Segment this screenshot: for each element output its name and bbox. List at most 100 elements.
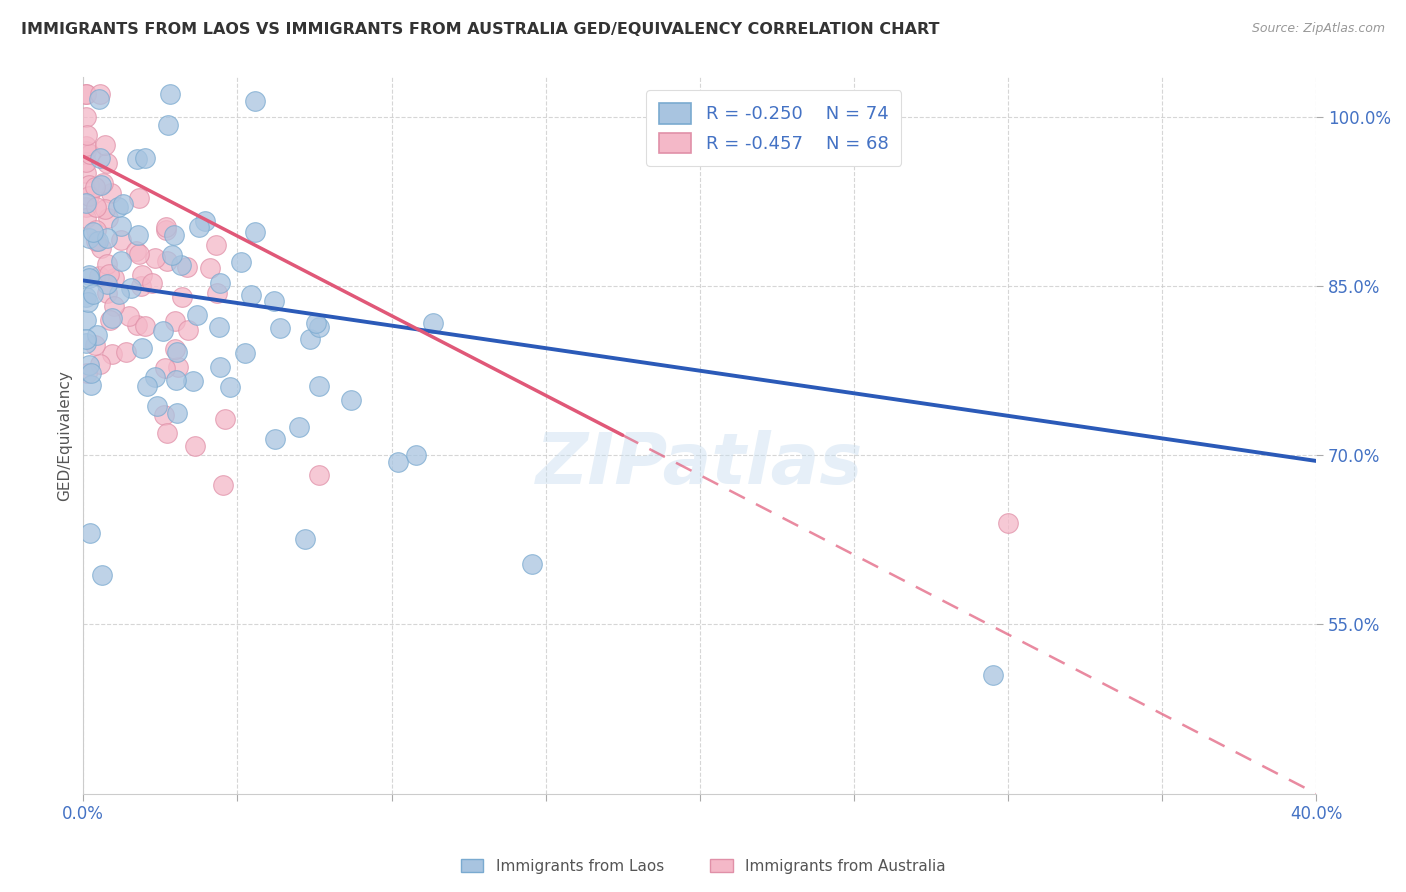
Point [997,516,1019,530]
Point [184,439,207,453]
Point [115,345,138,359]
Point [156,426,179,441]
Point [110,219,132,233]
Point [103,271,125,285]
Point [97,211,120,226]
Point [214,412,236,426]
Point [131,268,153,282]
Point [87,234,110,248]
Point [79,358,101,372]
Point [101,310,124,325]
Point [94,202,117,217]
Point [181,374,204,388]
Point [170,290,193,304]
Point [110,254,132,268]
Point [110,233,132,247]
Point [304,316,326,330]
Point [194,213,217,227]
Point [75,87,97,102]
Point [405,448,427,462]
Point [79,147,101,161]
Point [200,260,222,275]
Point [79,178,101,192]
Point [90,178,112,192]
Point [170,258,193,272]
Point [75,155,97,169]
Point [101,347,124,361]
Point [75,335,97,350]
Point [79,189,101,203]
Text: ZIPatlas: ZIPatlas [536,430,863,499]
Point [84,222,107,236]
Point [129,278,152,293]
Point [981,668,1004,682]
Point [120,281,142,295]
Y-axis label: GED/Equivalency: GED/Equivalency [58,370,72,501]
Point [82,225,104,239]
Point [125,244,148,258]
Point [308,379,330,393]
Point [98,267,121,281]
Point [77,231,100,245]
Point [155,222,177,236]
Point [75,211,97,226]
Point [75,313,97,327]
Point [422,317,444,331]
Point [107,200,129,214]
Point [76,195,98,210]
Point [89,357,111,371]
Point [143,370,166,384]
Point [128,191,150,205]
Point [166,406,188,420]
Point [98,313,121,327]
Point [294,532,316,546]
Point [308,468,330,483]
Point [155,220,177,235]
Point [112,197,135,211]
Point [108,286,131,301]
Point [127,227,149,242]
Point [75,290,97,304]
Point [89,151,111,165]
Point [128,247,150,261]
Text: IMMIGRANTS FROM LAOS VS IMMIGRANTS FROM AUSTRALIA GED/EQUIVALENCY CORRELATION CH: IMMIGRANTS FROM LAOS VS IMMIGRANTS FROM … [21,22,939,37]
Point [80,378,103,392]
Point [87,268,110,283]
Point [131,341,153,355]
Point [103,299,125,313]
Legend: R = -0.250    N = 74, R = -0.457    N = 68: R = -0.250 N = 74, R = -0.457 N = 68 [647,90,901,166]
Point [75,110,97,124]
Point [163,342,186,356]
Point [134,151,156,165]
Point [165,373,187,387]
Point [118,309,141,323]
Point [79,271,101,285]
Point [153,360,176,375]
Point [75,166,97,180]
Point [75,87,97,102]
Point [243,225,266,239]
Point [208,320,231,334]
Point [125,152,148,166]
Point [125,318,148,332]
Point [233,345,256,359]
Point [75,139,97,153]
Point [76,367,98,381]
Point [204,238,226,252]
Point [96,257,118,271]
Point [96,286,118,301]
Point [135,379,157,393]
Point [76,294,98,309]
Point [159,87,181,102]
Point [86,328,108,343]
Point [82,287,104,301]
Point [91,176,114,190]
Point [298,332,321,346]
Point [245,94,267,108]
Point [87,92,110,106]
Point [96,277,118,292]
Point [79,526,101,541]
Point [89,87,111,102]
Point [166,345,188,359]
Point [83,180,105,194]
